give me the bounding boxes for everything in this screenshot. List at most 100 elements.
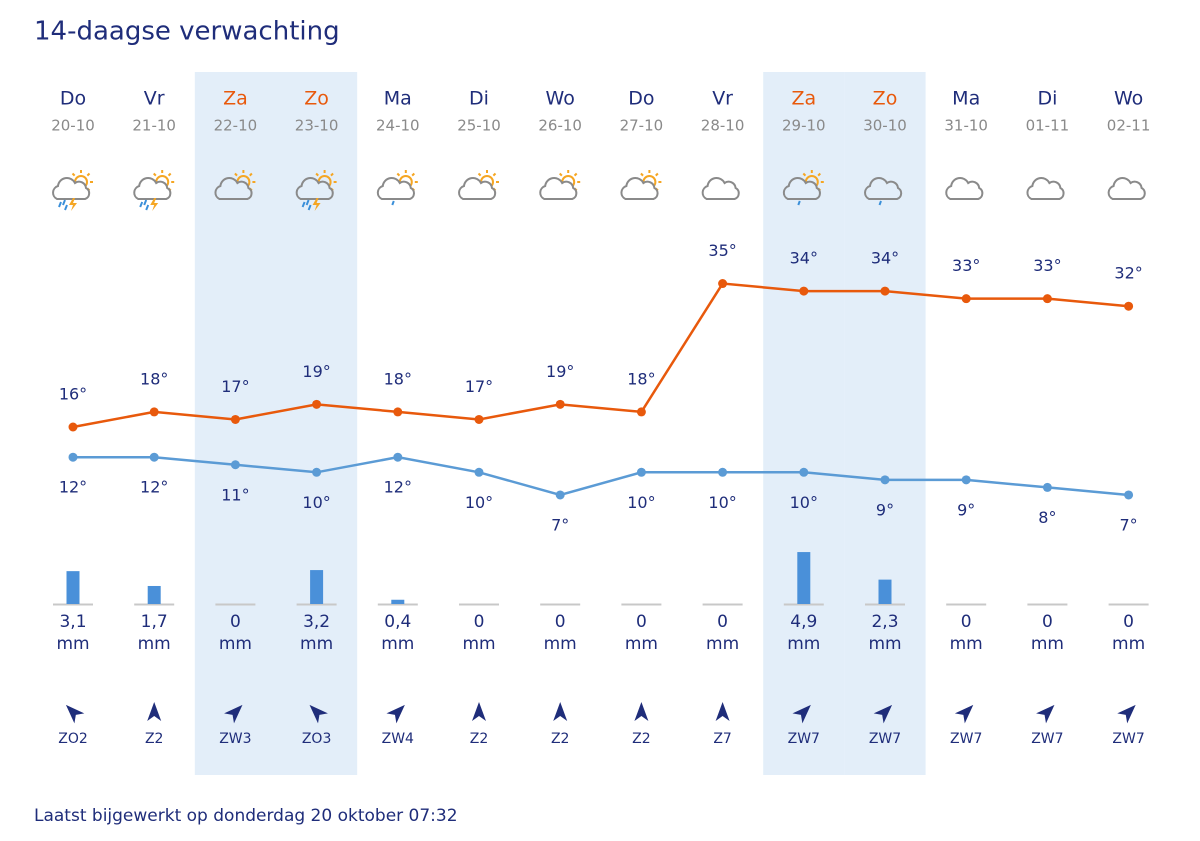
sun-ray	[71, 172, 76, 177]
day-name: Di	[469, 88, 489, 110]
rain-amount: 0	[555, 612, 566, 632]
sun-ray	[234, 172, 238, 177]
low-point	[880, 475, 890, 485]
cloud	[376, 177, 415, 200]
date: 01-11	[1026, 117, 1070, 135]
weather-icon	[620, 170, 662, 200]
date: 25-10	[457, 117, 501, 135]
low-label: 10°	[465, 493, 493, 512]
title: 14-daagse verwachting	[34, 17, 340, 47]
rain-unit: mm	[544, 634, 577, 654]
high-point	[555, 399, 565, 409]
high-point	[312, 399, 322, 409]
weather-icon	[1107, 177, 1146, 200]
sun-ray	[802, 172, 807, 177]
cloud	[458, 177, 497, 200]
rain-unit: mm	[381, 634, 414, 654]
weather-icon	[133, 170, 175, 211]
cloud	[1026, 177, 1065, 200]
high-line	[72, 282, 1129, 429]
cloud	[539, 177, 578, 200]
wind-arrow	[873, 704, 893, 724]
low-point	[718, 467, 728, 477]
rain-bar	[310, 570, 324, 604]
sun-ray	[640, 172, 644, 177]
rain-amount: 3,2	[303, 612, 330, 632]
high-label: 18°	[384, 369, 412, 388]
rain-amount: 0	[230, 612, 241, 632]
wind: ZW4	[382, 731, 414, 747]
high-label: 19°	[302, 362, 330, 381]
sun-ray	[411, 172, 415, 177]
rain-drops	[797, 200, 801, 206]
high-label: 35°	[708, 241, 736, 260]
low-label: 7°	[551, 515, 569, 534]
day-name: Do	[60, 88, 86, 110]
wind-arrow	[65, 704, 85, 724]
date: 29-10	[782, 117, 826, 135]
low-label: 9°	[876, 500, 894, 519]
cloud	[1107, 177, 1146, 200]
low-point	[1042, 482, 1052, 492]
rain-amount: 4,9	[790, 612, 817, 632]
day-name: Di	[1037, 88, 1057, 110]
date: 22-10	[214, 117, 258, 135]
rain-unit: mm	[1031, 634, 1064, 654]
high-label: 18°	[140, 369, 168, 388]
rain-drops	[139, 199, 150, 211]
rain-drops	[58, 199, 68, 211]
low-line	[73, 455, 1129, 497]
high-point	[799, 286, 809, 296]
date: 31-10	[944, 117, 988, 135]
cloud	[782, 177, 821, 200]
rain-unit: mm	[300, 634, 333, 654]
wind: ZO2	[58, 731, 88, 747]
rain-drops	[391, 200, 395, 206]
rain-bar	[147, 585, 161, 604]
sun-ray	[817, 172, 821, 177]
low-point	[68, 452, 78, 462]
rain-amount: 0	[474, 612, 485, 632]
low-label: 12°	[384, 478, 412, 497]
day-name: Zo	[304, 88, 329, 110]
cloud	[295, 177, 334, 200]
high-point	[1042, 294, 1052, 304]
rain-drops	[878, 200, 882, 206]
low-label: 11°	[221, 485, 249, 504]
weather-icon	[295, 170, 337, 211]
rain-amount: 3,1	[59, 612, 86, 632]
rain-amount: 0	[1123, 612, 1134, 632]
weather-icon	[864, 177, 903, 206]
date: 30-10	[863, 117, 907, 135]
day-name: Vr	[712, 88, 733, 110]
rain-unit: mm	[787, 634, 820, 654]
rain-bar	[66, 571, 80, 604]
sun-ray	[249, 172, 253, 177]
sun-ray	[167, 172, 172, 177]
weather-icon	[458, 170, 499, 200]
high-label: 34°	[871, 249, 899, 268]
cloud	[945, 177, 984, 200]
rain-amount: 0	[636, 612, 647, 632]
day-name: Wo	[546, 88, 575, 110]
day-name: Do	[628, 88, 654, 110]
low-point	[149, 452, 159, 462]
wind: ZW7	[1031, 731, 1063, 747]
date: 24-10	[376, 117, 420, 135]
low-point	[799, 467, 809, 477]
high-label: 33°	[1033, 256, 1061, 275]
wind-arrow	[792, 704, 811, 724]
wind: Z7	[713, 731, 732, 747]
low-point	[230, 460, 240, 470]
high-label: 17°	[465, 377, 493, 396]
rain-amount: 0	[717, 612, 728, 632]
weather-icon	[782, 170, 824, 206]
rain-amount: 0	[1042, 612, 1053, 632]
low-point	[312, 467, 322, 477]
high-point	[961, 294, 971, 304]
rain-unit: mm	[56, 634, 89, 654]
sun-ray	[396, 172, 401, 177]
high-point	[393, 407, 403, 417]
low-point	[393, 452, 403, 462]
